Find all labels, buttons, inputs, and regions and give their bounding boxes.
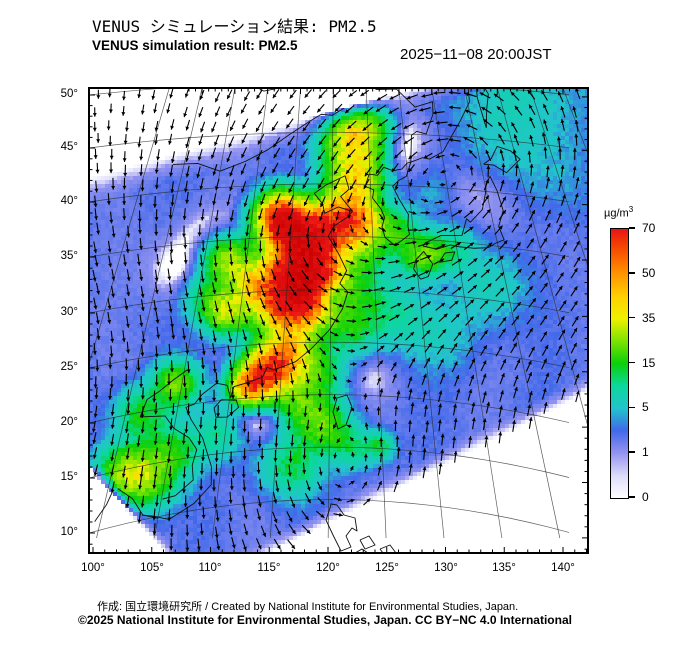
colorbar-tick-label: 1 [642, 445, 649, 460]
footer-license: ©2025 National Institute for Environment… [78, 613, 572, 627]
page-title-japanese: VENUS シミュレーション結果: PM2.5 [92, 17, 377, 36]
lat-tick-label: 15° [60, 471, 78, 483]
colorbar-tick [629, 496, 635, 498]
lat-tick-label: 45° [60, 141, 78, 153]
lon-tick-label: 130° [434, 562, 458, 574]
colorbar-tick [629, 406, 635, 409]
colorbar-tick [629, 451, 635, 453]
colorbar-tick-label: 35 [642, 310, 656, 325]
lat-tick-label: 40° [60, 195, 78, 207]
colorbar-tick [629, 316, 635, 319]
lon-tick-label: 100° [81, 562, 105, 574]
lat-tick-label: 10° [60, 526, 78, 538]
lat-tick-label: 35° [60, 250, 78, 262]
lat-tick-label: 25° [60, 361, 78, 373]
colorbar-tick [629, 227, 635, 229]
lon-tick-label: 135° [492, 562, 516, 574]
colorbar [610, 228, 629, 499]
lat-tick-label: 30° [60, 306, 78, 318]
lat-tick-label: 50° [60, 88, 78, 100]
colorbar-tick-label: 50 [642, 265, 656, 280]
lon-tick-label: 125° [375, 562, 399, 574]
colorbar-tick [629, 272, 635, 274]
page-title-english: VENUS simulation result: PM2.5 [92, 38, 298, 53]
lon-tick-label: 120° [316, 562, 340, 574]
footer-credit: 作成: 国立環境研究所 / Created by National Instit… [97, 601, 519, 613]
forecast-timestamp: 2025−11−08 20:00JST [400, 46, 552, 63]
lon-tick-label: 105° [140, 562, 164, 574]
colorbar-tick-label: 0 [642, 490, 649, 504]
colorbar-unit-label: µg/m3 [604, 205, 634, 220]
colorbar-tick [629, 361, 635, 364]
lon-tick-label: 110° [198, 562, 222, 574]
colorbar-tick-label: 5 [642, 400, 649, 415]
lon-tick-label: 140° [551, 562, 575, 574]
colorbar-tick-label: 15 [642, 355, 656, 370]
colorbar-tick-label: 70 [642, 221, 656, 235]
lon-tick-label: 115° [257, 562, 281, 574]
lat-tick-label: 20° [60, 416, 78, 428]
